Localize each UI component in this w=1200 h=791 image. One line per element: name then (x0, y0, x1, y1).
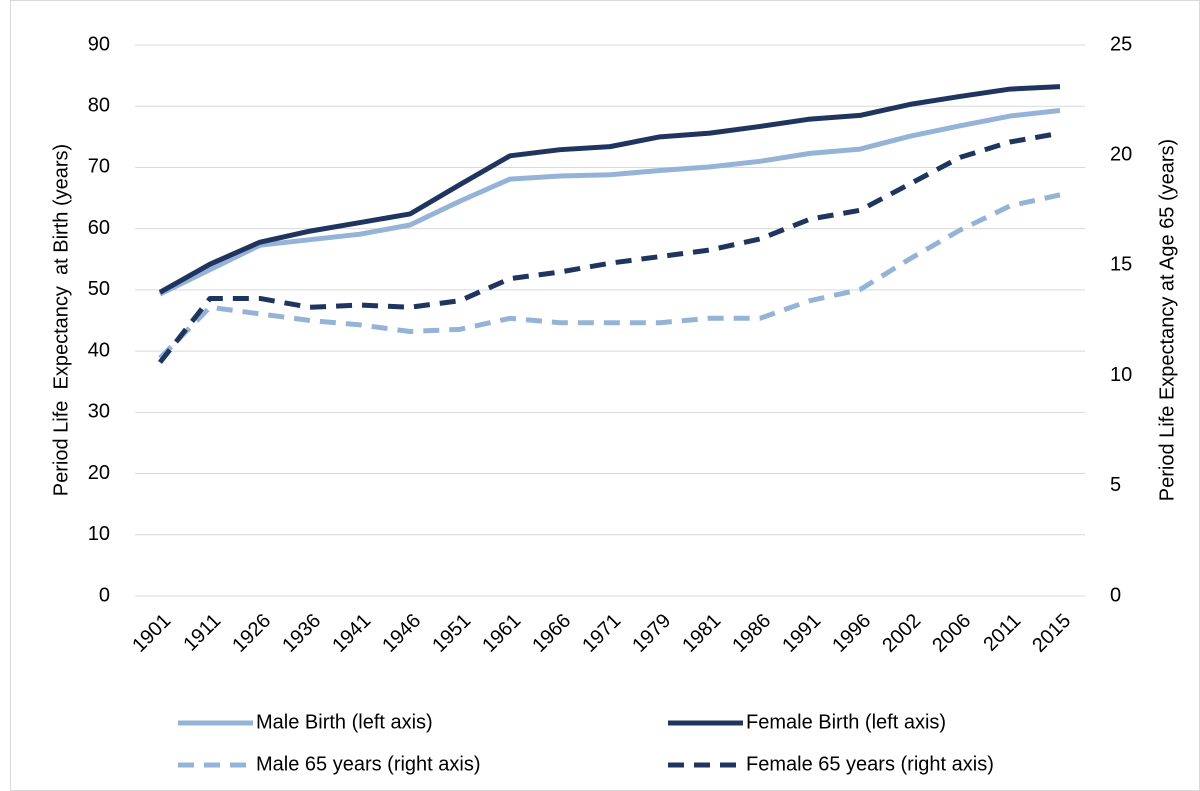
legend-label: Male Birth (left axis) (256, 711, 433, 733)
y2-tick-label: 5 (1110, 474, 1121, 496)
y-tick-label: 0 (99, 584, 110, 606)
line-series (158, 108, 1061, 297)
y2-axis-label: Period Life Expectancy at Age 65 (years) (1156, 139, 1178, 501)
chart-border (10, 0, 1200, 791)
legend-label: Female Birth (left axis) (746, 711, 946, 733)
y2-tick-label: 15 (1110, 254, 1132, 276)
y2-tick-label: 25 (1110, 33, 1132, 55)
y-tick-label: 40 (88, 339, 110, 361)
y-tick-label: 80 (88, 95, 110, 117)
y-tick-label: 10 (88, 523, 110, 545)
y2-tick-label: 20 (1110, 143, 1132, 165)
y-axis-label: Period Life Expectancy at Birth (years) (50, 144, 72, 496)
line-series (158, 84, 1061, 295)
y-tick-label: 30 (88, 401, 110, 423)
line-series (158, 192, 1061, 360)
y-tick-label: 70 (88, 156, 110, 178)
y-tick-label: 60 (88, 217, 110, 239)
y2-tick-label: 10 (1110, 364, 1132, 386)
y-tick-label: 50 (88, 278, 110, 300)
y-tick-label: 20 (88, 462, 110, 484)
legend-label: Female 65 years (right axis) (746, 753, 994, 775)
y-tick-label: 90 (88, 33, 110, 55)
legend-label: Male 65 years (right axis) (256, 753, 481, 775)
y2-tick-label: 0 (1110, 584, 1121, 606)
